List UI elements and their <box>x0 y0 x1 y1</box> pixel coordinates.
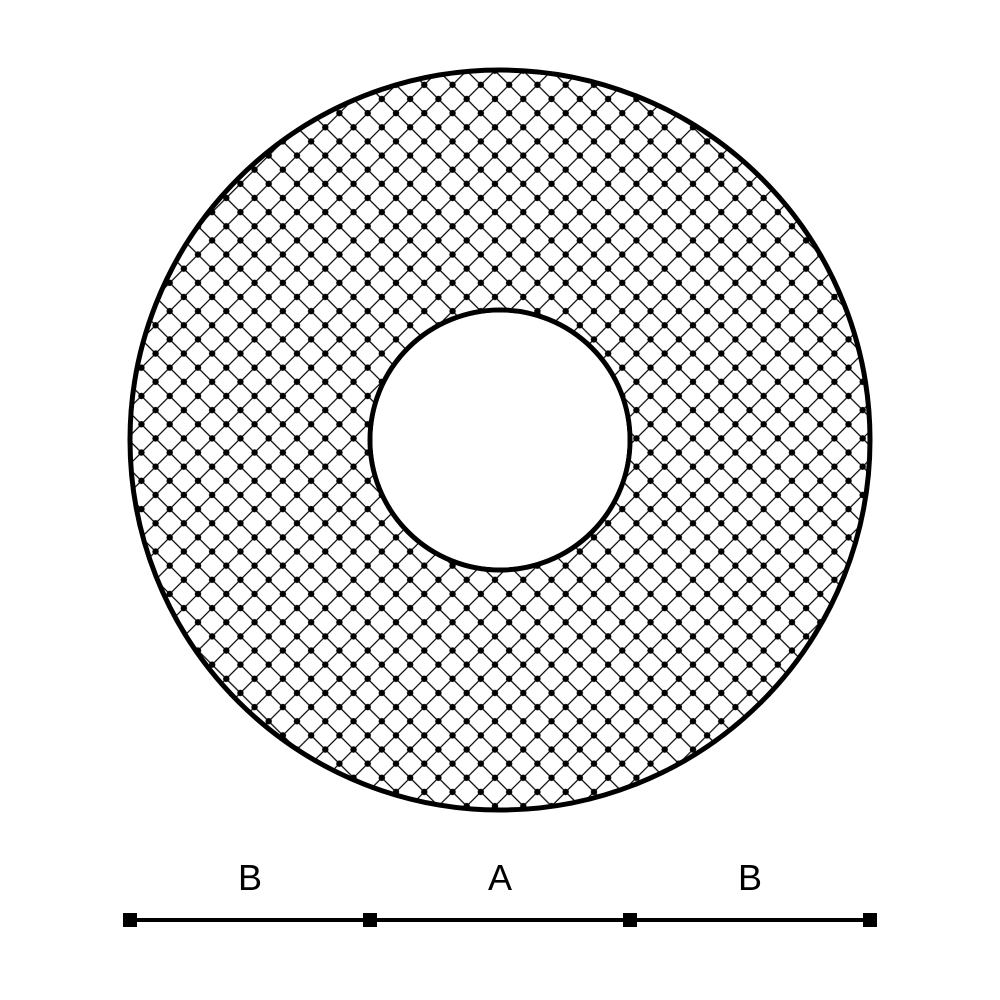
dimension-label-b-0: B <box>238 857 262 898</box>
dimension-tick <box>123 913 137 927</box>
diagram-svg: BAB <box>0 0 1000 1000</box>
washer-cross-section <box>130 70 870 810</box>
dimension-tick <box>623 913 637 927</box>
dimension-line: BAB <box>123 857 877 927</box>
dimension-label-b-2: B <box>738 857 762 898</box>
dimension-tick <box>863 913 877 927</box>
dimension-label-a-1: A <box>488 857 512 898</box>
technical-diagram: BAB <box>0 0 1000 1000</box>
dimension-tick <box>363 913 377 927</box>
